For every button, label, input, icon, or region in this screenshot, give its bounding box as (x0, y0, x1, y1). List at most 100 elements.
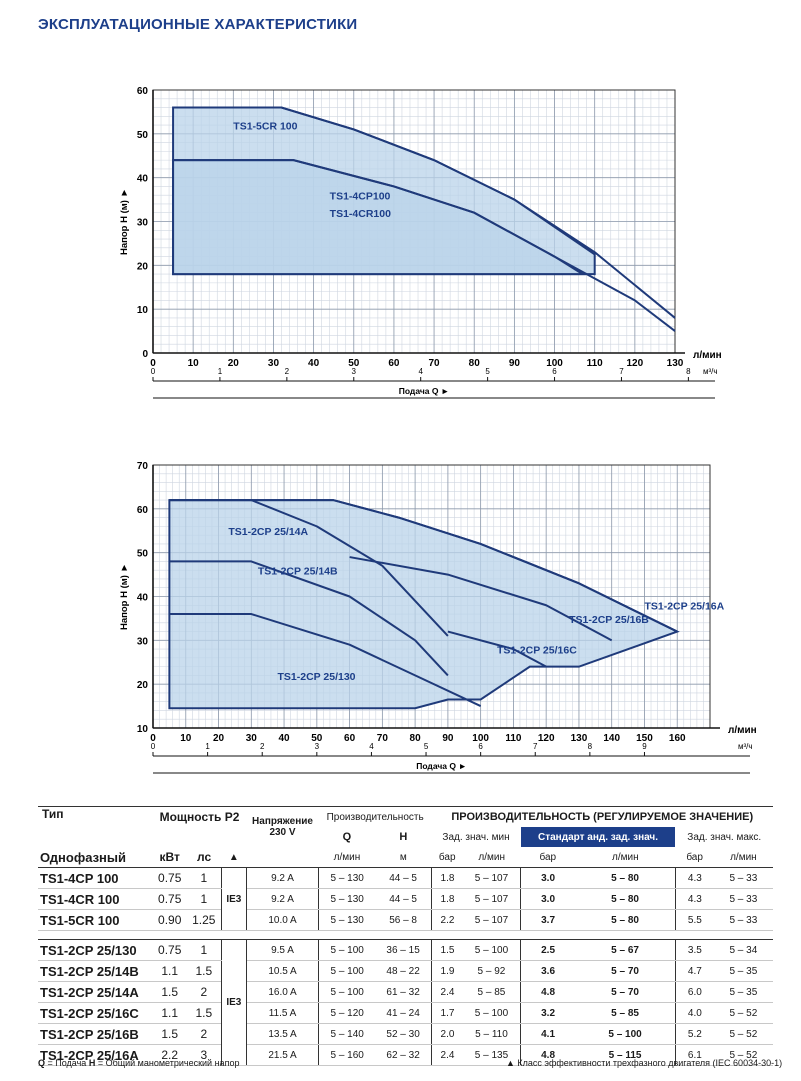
x2-tick-label: 9 (642, 742, 647, 751)
cell-kw: 0.75 (152, 939, 187, 961)
cell-h: 61 – 32 (375, 981, 432, 1003)
x-tick-label: 110 (587, 358, 604, 369)
cell-voltage: 9.2 A (245, 888, 319, 910)
cell-max-bar: 5.5 (674, 909, 714, 931)
curve-label: TS1-2CP 25/16B (569, 614, 649, 626)
cell-q: 5 – 130 (318, 909, 376, 931)
cell-min-bar: 2.4 (431, 981, 463, 1003)
cell-std-q: 5 – 80 (575, 909, 676, 931)
header-q: Q (342, 831, 352, 843)
cell-min-q: 5 – 92 (462, 960, 521, 982)
cell-h: 41 – 24 (375, 1002, 432, 1024)
cell-q: 5 – 160 (318, 1044, 376, 1066)
cell-max-q: 5 – 35 (713, 960, 773, 982)
y-tick-label: 30 (137, 636, 149, 647)
cell-std-q: 5 – 100 (575, 1023, 676, 1045)
cell-min-bar: 1.8 (431, 867, 463, 889)
y-axis-label: Напор H (м) ► (119, 188, 130, 255)
x-unit-label: л/мин (693, 350, 722, 361)
cell-voltage: 9.5 A (245, 939, 319, 961)
performance-chart-2: TS1-2CP 25/14A TS1-2CP 25/14B TS1-2CP 25/1… (119, 461, 757, 774)
header-voltage-line2: 230 V (269, 827, 296, 838)
cell-std-bar: 3.6 (520, 960, 576, 982)
header-standard: Стандарт анд. зад. знач. (520, 827, 676, 847)
x-axis-label: Подача Q ► (416, 761, 467, 771)
curve-label: TS1-5CR 100 (233, 120, 297, 132)
cell-min-q: 5 – 100 (462, 1002, 521, 1024)
unit-max-bar: бар (675, 847, 714, 868)
series-curve (169, 499, 449, 637)
cell-model: TS1-2CP 25/16B (38, 1023, 153, 1045)
x-tick-label: 90 (442, 733, 454, 744)
cell-std-bar: 2.5 (520, 939, 576, 961)
header-min: Зад. знач. мин (442, 831, 510, 843)
cell-std-q: 5 – 85 (575, 1002, 676, 1024)
unit-kw: кВт (152, 847, 187, 868)
spec-table: Тип Мощность P2 Напряжение 230 V Произво… (38, 806, 773, 1066)
y-tick-label: 20 (137, 261, 149, 272)
cell-model: TS1-2CP 25/16A (38, 1044, 153, 1066)
x-tick-label: 60 (388, 358, 400, 369)
y-tick-label: 60 (137, 505, 149, 516)
cell-model: TS1-2CP 25/14B (38, 960, 153, 982)
x-tick-label: 20 (228, 358, 240, 369)
x2-tick-label: 4 (369, 742, 374, 751)
cell-std-bar: 4.8 (520, 1044, 576, 1066)
x-tick-label: 80 (410, 733, 422, 744)
cell-max-q: 5 – 35 (713, 981, 773, 1003)
footer-h-key: H (88, 1058, 96, 1068)
x-tick-label: 40 (278, 733, 290, 744)
cell-q: 5 – 130 (318, 888, 376, 910)
x-tick-label: 120 (627, 358, 644, 369)
cell-std-bar: 3.0 (520, 867, 576, 889)
x-tick-label: 130 (571, 733, 588, 744)
y-tick-label: 40 (137, 174, 149, 185)
x-tick-label: 110 (505, 733, 522, 744)
cell-min-bar: 2.4 (431, 1044, 463, 1066)
unit-std-bar: бар (520, 847, 576, 868)
cell-max-q: 5 – 33 (713, 867, 773, 889)
cell-min-bar: 1.8 (431, 888, 463, 910)
x2-tick-label: 6 (478, 742, 483, 751)
curve-label: TS1-2CP 25/14A (228, 526, 308, 538)
ie-class-cell: IE3 (220, 939, 247, 1066)
cell-hp: 2 (186, 1023, 222, 1045)
cell-max-bar: 6.1 (674, 1044, 714, 1066)
x2-tick-label: 5 (424, 742, 429, 751)
cell-h: 44 – 5 (375, 867, 432, 889)
x-tick-label: 130 (667, 358, 684, 369)
header-single-phase: Однофазный (38, 847, 153, 868)
cell-hp: 1 (186, 867, 222, 889)
x-tick-label: 0 (150, 733, 156, 744)
cell-h: 56 – 8 (375, 909, 432, 931)
x2-tick-label: 7 (533, 742, 538, 751)
cell-min-q: 5 – 107 (462, 909, 521, 931)
y-axis-label: Напор H (м) ► (119, 563, 130, 630)
performance-chart-1: TS1-5CR 100TS1-4CP100TS1-4CR100010203040… (119, 86, 722, 399)
x2-tick-label: 4 (418, 367, 423, 376)
cell-std-q: 5 – 80 (575, 867, 676, 889)
header-type: Тип (38, 806, 153, 847)
header-h: H (399, 831, 408, 843)
cell-voltage: 9.2 A (245, 867, 319, 889)
x-tick-label: 100 (472, 733, 489, 744)
x-axis-label: Подача Q ► (399, 386, 450, 396)
header-voltage-line1: Напряжение (252, 816, 313, 827)
cell-model: TS1-2CP 25/16C (38, 1002, 153, 1024)
cell-h: 62 – 32 (375, 1044, 432, 1066)
y-tick-label: 20 (137, 680, 149, 691)
x-tick-label: 10 (180, 733, 192, 744)
cell-kw: 2.2 (152, 1044, 187, 1066)
header-max: Зад. знач. макс. (687, 831, 762, 843)
cell-model: TS1-4CP 100 (38, 867, 153, 889)
cell-kw: 0.75 (152, 867, 187, 889)
x-tick-label: 30 (246, 733, 258, 744)
cell-q: 5 – 140 (318, 1023, 376, 1045)
footer-q-text: = Подача (45, 1058, 89, 1068)
curve-label: TS1-2CP 25/16C (497, 644, 577, 656)
cell-min-q: 5 – 110 (462, 1023, 521, 1045)
